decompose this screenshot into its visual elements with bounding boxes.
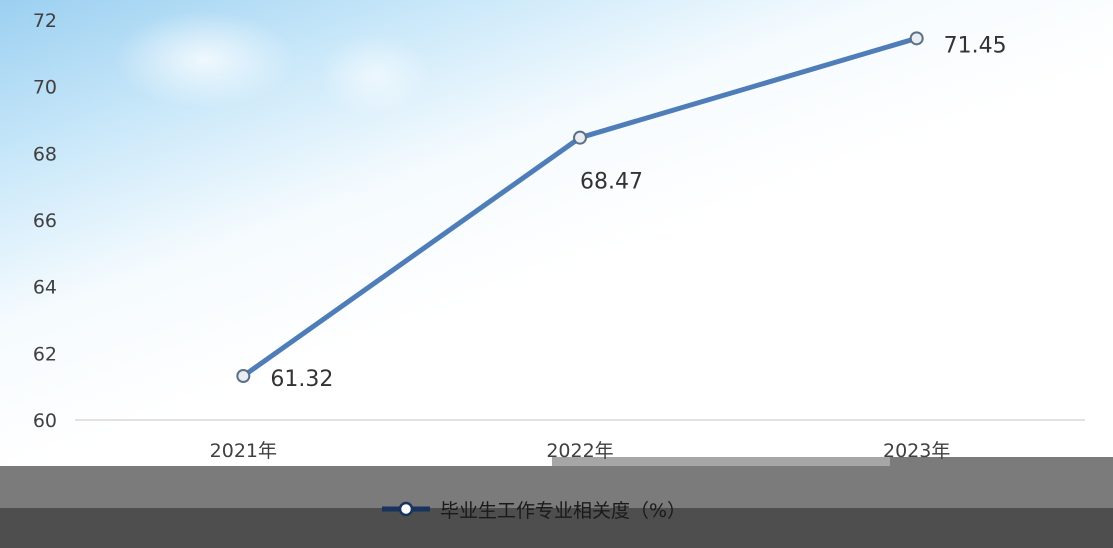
series-line (240, 35, 920, 379)
y-tick-label: 66 (33, 210, 57, 232)
legend-label: 毕业生工作专业相关度（%） (440, 499, 687, 522)
data-point (909, 31, 924, 46)
data-label: 71.45 (944, 33, 1007, 58)
data-labels: 61.32 68.47 71.45 (270, 33, 1006, 392)
y-tick-label: 72 (33, 10, 57, 32)
data-points (236, 31, 924, 383)
x-axis-ticks: 2021年 2022年 2023年 (210, 440, 951, 462)
y-tick-label: 64 (33, 277, 57, 299)
data-point (236, 369, 251, 383)
data-label: 61.32 (270, 367, 333, 392)
footer-band-top (0, 466, 1113, 508)
x-tick-label: 2022年 (546, 440, 613, 462)
y-tick-label: 70 (33, 77, 57, 99)
y-tick-label: 62 (33, 343, 57, 365)
footer-band-bottom (0, 508, 1113, 548)
footer-band-right (890, 457, 1113, 466)
x-tick-label: 2023年 (883, 440, 950, 462)
x-tick-label: 2021年 (210, 440, 277, 462)
data-point (573, 130, 587, 145)
y-axis-ticks: 60 62 64 66 68 70 72 (33, 10, 57, 432)
y-tick-label: 60 (33, 410, 57, 432)
legend-line-icon (382, 501, 430, 517)
footer-band-highlight (552, 457, 890, 466)
y-tick-label: 68 (33, 143, 57, 165)
legend: 毕业生工作专业相关度（%） (380, 494, 686, 524)
data-label: 68.47 (580, 170, 643, 195)
